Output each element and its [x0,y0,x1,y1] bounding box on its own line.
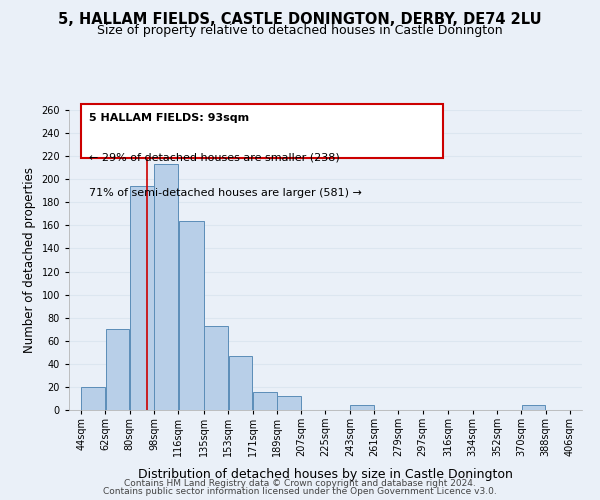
Bar [229,356,252,410]
X-axis label: Distribution of detached houses by size in Castle Donington: Distribution of detached houses by size … [138,468,513,480]
Bar [205,326,228,410]
Bar [82,387,105,410]
Bar [253,392,277,410]
FancyBboxPatch shape [81,104,443,158]
Text: Contains public sector information licensed under the Open Government Licence v3: Contains public sector information licen… [103,487,497,496]
Bar [154,164,178,410]
Bar [106,329,130,410]
Text: Contains HM Land Registry data © Crown copyright and database right 2024.: Contains HM Land Registry data © Crown c… [124,478,476,488]
Bar [130,186,154,410]
Text: Size of property relative to detached houses in Castle Donington: Size of property relative to detached ho… [97,24,503,37]
Text: 5, HALLAM FIELDS, CASTLE DONINGTON, DERBY, DE74 2LU: 5, HALLAM FIELDS, CASTLE DONINGTON, DERB… [58,12,542,28]
Bar [350,406,374,410]
Bar [277,396,301,410]
Text: 71% of semi-detached houses are larger (581) →: 71% of semi-detached houses are larger (… [89,188,362,198]
Bar [521,406,545,410]
Text: 5 HALLAM FIELDS: 93sqm: 5 HALLAM FIELDS: 93sqm [89,113,249,123]
Text: ← 29% of detached houses are smaller (238): ← 29% of detached houses are smaller (23… [89,152,340,162]
Bar [179,221,203,410]
Y-axis label: Number of detached properties: Number of detached properties [23,167,36,353]
